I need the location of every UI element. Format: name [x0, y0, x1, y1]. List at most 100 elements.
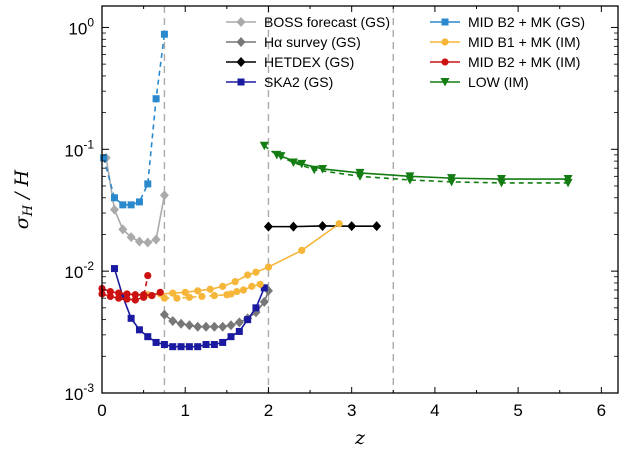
data-point — [335, 220, 343, 228]
data-point — [263, 221, 273, 232]
legend-label: MID B2 + MK (GS) — [468, 14, 585, 30]
data-point — [173, 294, 181, 302]
data-point — [234, 317, 244, 328]
data-point — [244, 271, 252, 279]
data-point — [144, 180, 152, 188]
y-axis-label: σH / H — [11, 169, 36, 229]
data-point — [115, 289, 123, 297]
y-tick-label: 10-3 — [64, 381, 94, 404]
series-line — [102, 34, 166, 206]
x-tick-label: 4 — [430, 401, 439, 420]
x-tick-label: 0 — [97, 401, 106, 420]
data-point — [119, 201, 127, 209]
data-point — [298, 246, 306, 255]
x-axis-label: z — [354, 427, 366, 449]
legend-marker — [441, 58, 449, 66]
data-point — [318, 164, 328, 174]
series-mid-b1-mk-im — [131, 220, 343, 302]
x-tick-label: 2 — [264, 401, 273, 420]
y-tick-label: 10-1 — [64, 137, 94, 160]
data-point — [176, 318, 186, 329]
y-tick-label: 10-2 — [64, 259, 94, 282]
data-point — [160, 294, 169, 302]
data-point — [151, 234, 161, 245]
data-point — [159, 309, 169, 320]
data-point — [198, 292, 206, 301]
data-point — [297, 159, 307, 169]
data-point — [143, 237, 153, 248]
data-point — [226, 320, 236, 331]
data-point — [194, 343, 202, 351]
data-point — [148, 292, 156, 300]
data-point — [115, 294, 123, 302]
series-line — [280, 155, 569, 180]
legend-marker — [441, 38, 449, 46]
data-point — [563, 178, 573, 188]
data-point — [119, 292, 127, 300]
legend-item-h-survey-gs: Hα survey (GS) — [226, 34, 361, 50]
data-point — [235, 327, 243, 335]
data-point — [152, 338, 160, 346]
data-point — [177, 343, 185, 351]
data-point — [259, 296, 269, 307]
legend-item-low-im: LOW (IM) — [430, 74, 529, 90]
data-point — [347, 221, 357, 232]
data-point — [185, 343, 193, 351]
legend-marker — [236, 57, 246, 67]
data-point — [134, 236, 144, 247]
data-point — [109, 204, 119, 215]
series-hetdex-gs — [263, 220, 382, 232]
data-point — [156, 288, 164, 296]
legend-marker — [441, 18, 449, 26]
data-point — [160, 341, 168, 349]
data-point — [209, 321, 219, 332]
data-point — [256, 280, 264, 288]
data-point — [218, 321, 228, 332]
legend-label: BOSS forecast (GS) — [264, 14, 390, 30]
legend-item-mid-b2-mk-gs: MID B2 + MK (GS) — [430, 14, 585, 30]
data-point — [219, 338, 227, 346]
data-point — [372, 221, 382, 232]
data-point — [272, 150, 282, 160]
data-point — [405, 175, 415, 185]
data-point — [239, 286, 248, 294]
data-point — [159, 190, 169, 201]
data-point — [110, 194, 118, 202]
data-point — [233, 287, 241, 296]
data-point — [252, 304, 260, 312]
x-axis: 0 1 2 3 4 5 6 — [97, 6, 606, 420]
y-tick-label: 100 — [68, 15, 94, 38]
legend-item-hetdex-gs: HETDEX (GS) — [226, 54, 354, 70]
legend-item-mid-b2-mk-im: MID B2 + MK (IM) — [430, 54, 580, 70]
x-tick-label: 5 — [513, 401, 522, 420]
data-point — [288, 221, 298, 232]
data-point — [127, 314, 135, 322]
x-tick-label: 6 — [597, 401, 606, 420]
legend-marker — [236, 37, 246, 47]
series-line — [113, 268, 266, 348]
data-point — [123, 290, 131, 298]
data-point — [126, 232, 136, 243]
legend-item-ska2-gs: SKA2 (GS) — [226, 74, 333, 90]
legend-marker — [440, 78, 450, 87]
legend-label: Hα survey (GS) — [264, 34, 361, 50]
data-point — [202, 341, 210, 349]
series-mid-b2-mk-im — [98, 271, 164, 304]
x-tick-label: 1 — [180, 401, 189, 420]
legend: BOSS forecast (GS) Hα survey (GS) HETDEX (… — [226, 14, 585, 90]
data-point — [110, 265, 118, 273]
data-point — [447, 177, 457, 187]
data-point — [184, 320, 194, 331]
data-point — [169, 343, 177, 351]
data-point — [355, 172, 365, 181]
data-point — [318, 220, 328, 231]
data-point — [185, 293, 193, 301]
data-point — [131, 296, 139, 304]
data-point — [193, 321, 203, 332]
data-point — [160, 30, 168, 38]
data-point — [206, 285, 214, 293]
data-point — [135, 326, 143, 334]
data-point — [259, 141, 269, 151]
data-point — [264, 263, 273, 271]
